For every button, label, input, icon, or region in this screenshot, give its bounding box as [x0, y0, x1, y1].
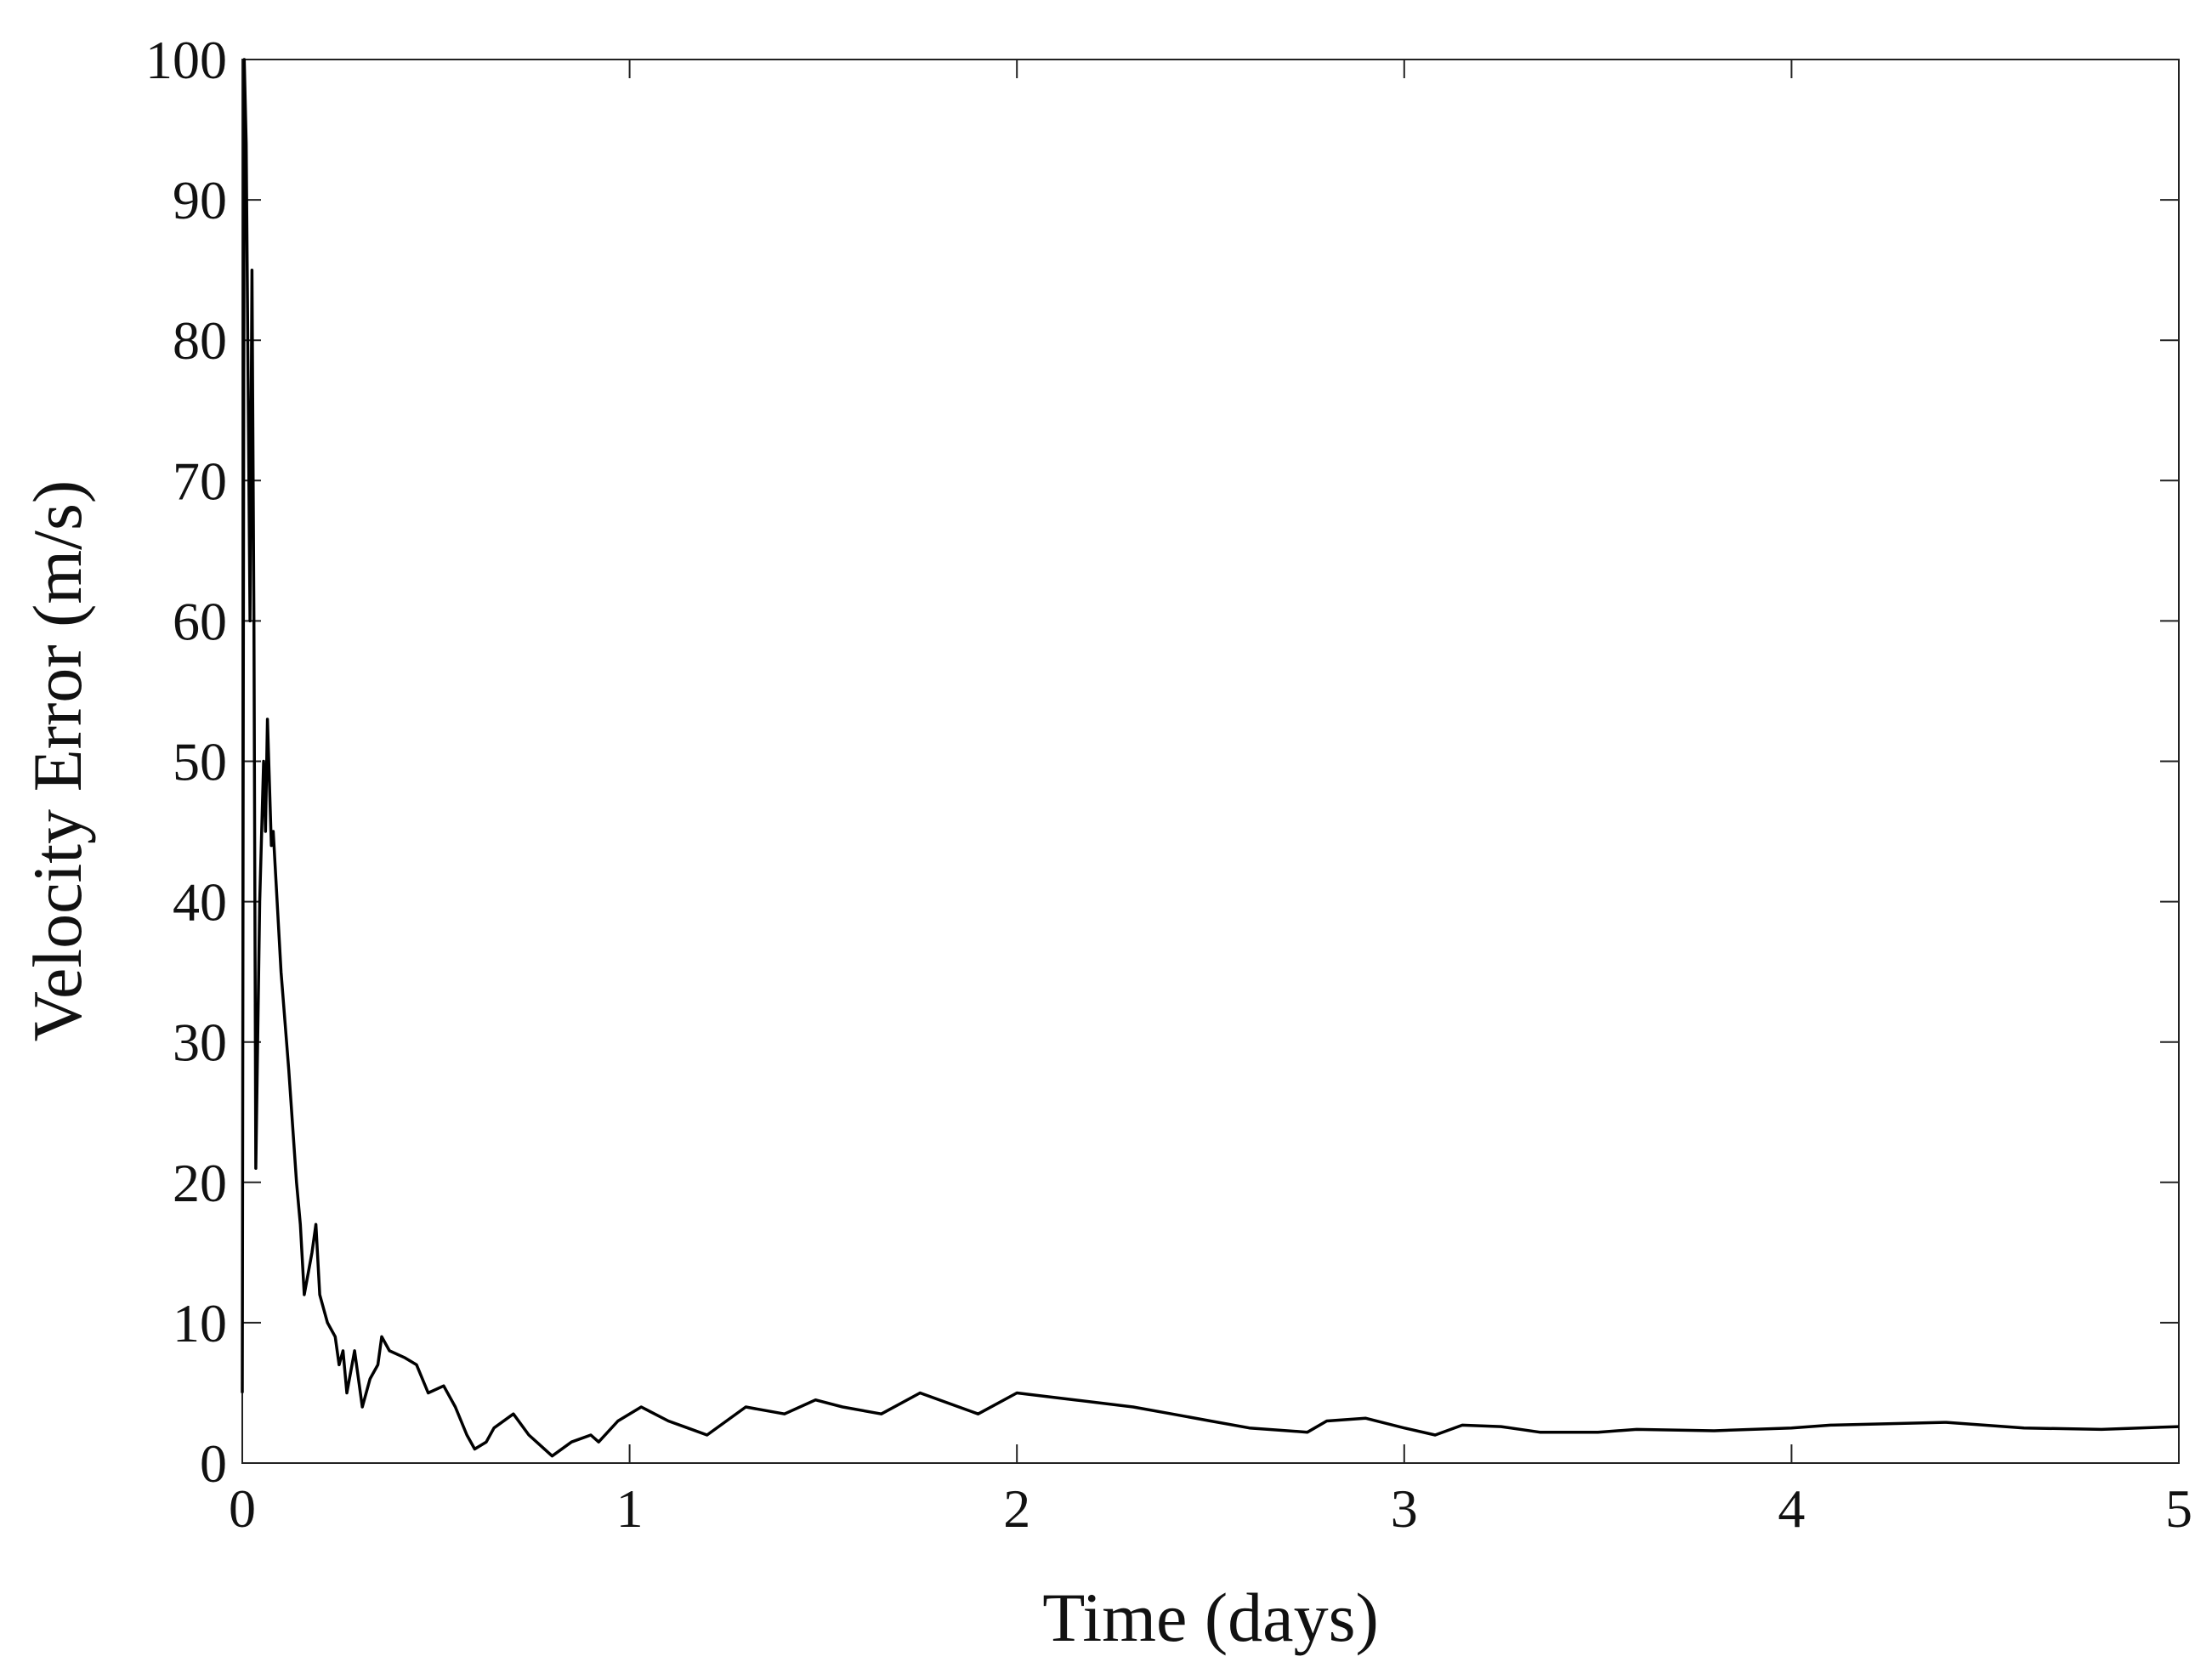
y-tick-label: 40 — [173, 872, 227, 933]
x-tick-label: 4 — [1778, 1478, 1805, 1539]
y-tick-label: 10 — [173, 1293, 227, 1353]
y-tick-label: 70 — [173, 451, 227, 511]
x-tick-label: 2 — [1003, 1478, 1030, 1539]
plot-frame — [241, 59, 2180, 1464]
x-axis-title: Time (days) — [1042, 1579, 1379, 1656]
x-tick-label: 3 — [1391, 1478, 1418, 1539]
y-tick-label: 50 — [173, 732, 227, 792]
x-tick-label: 0 — [229, 1478, 256, 1539]
y-tick-label: 80 — [173, 310, 227, 371]
y-tick-label: 60 — [173, 591, 227, 651]
y-tick-label: 0 — [200, 1433, 227, 1494]
y-tick-label: 100 — [145, 30, 227, 90]
x-tick-label: 5 — [2165, 1478, 2192, 1539]
y-axis-title: Velocity Error (m/s) — [19, 480, 96, 1041]
x-tick-label: 1 — [616, 1478, 644, 1539]
y-tick-label: 30 — [173, 1013, 227, 1073]
y-tick-label: 20 — [173, 1153, 227, 1213]
data-line — [241, 58, 2180, 1458]
y-tick-label: 90 — [173, 170, 227, 230]
